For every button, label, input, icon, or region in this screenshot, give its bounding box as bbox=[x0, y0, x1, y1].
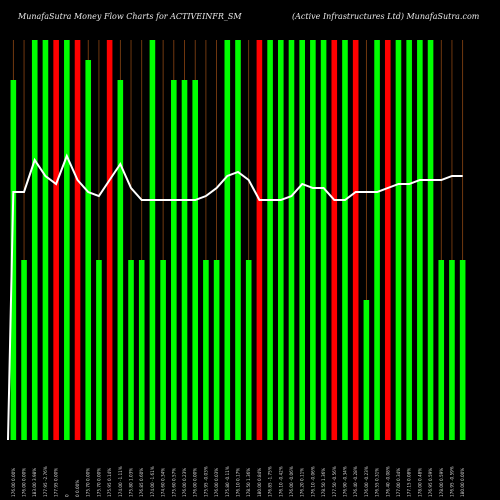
volume-bar bbox=[427, 40, 434, 440]
volume-bar bbox=[10, 80, 17, 440]
chart-subtitle: (Active Infrastructures Ltd) MunafaSutra… bbox=[292, 12, 480, 21]
volume-bar bbox=[160, 260, 166, 440]
volume-bar bbox=[138, 260, 145, 440]
x-tick-label: 176.00 0.00% bbox=[22, 468, 27, 497]
x-tick-label: 175.80 -0.11% bbox=[225, 466, 230, 497]
volume-bar bbox=[267, 40, 273, 440]
bar-layer bbox=[10, 40, 466, 440]
volume-bar bbox=[245, 260, 252, 440]
volume-bar bbox=[288, 40, 295, 440]
volume-bar bbox=[181, 80, 188, 440]
chart-title: MunafaSutra Money Flow Charts for ACTIVE… bbox=[18, 12, 242, 21]
volume-bar bbox=[331, 40, 338, 440]
volume-bar bbox=[53, 40, 59, 440]
x-tick-label: 176.40 -0.28% bbox=[353, 466, 358, 497]
x-tick-label: 175.70 0.00% bbox=[96, 468, 101, 497]
x-tick-label: 0 bbox=[64, 494, 69, 497]
x-tick-label: 176.10 -0.42% bbox=[278, 466, 283, 497]
volume-bar bbox=[224, 40, 231, 440]
x-tick-label: 178.50 1.36% bbox=[246, 468, 251, 497]
volume-bar bbox=[203, 260, 209, 440]
volume-bar bbox=[85, 60, 92, 440]
volume-bar bbox=[64, 40, 70, 440]
x-tick-label: 176.00 0.00% bbox=[11, 468, 16, 497]
x-tick-label: 180.00 0.00% bbox=[460, 468, 465, 497]
x-tick-label: 176.40 -0.08% bbox=[385, 466, 390, 497]
x-tick-label: 176.85 0.60% bbox=[139, 468, 144, 497]
x-tick-label: 176.00 -0.06% bbox=[289, 466, 294, 497]
volume-bar bbox=[31, 40, 38, 440]
volume-bar bbox=[74, 40, 81, 440]
volume-bar bbox=[449, 260, 455, 440]
x-tick-label: 178.50 1.36% bbox=[321, 468, 326, 497]
x-tick-label: 176.10 -0.06% bbox=[310, 466, 315, 497]
x-tick-label: 176.10 0.17% bbox=[236, 468, 241, 497]
x-tick-label: 176.95 0.59% bbox=[428, 468, 433, 497]
x-tick-label: 175.70 0.00% bbox=[86, 468, 91, 497]
x-tick-label: 176.00 -0.23% bbox=[364, 466, 369, 497]
x-tick-label: 178.00 0.59% bbox=[439, 468, 444, 497]
x-tick-label: 175.80 1.03% bbox=[129, 468, 134, 497]
x-tick-label: 177.95 -2.76% bbox=[43, 466, 48, 497]
x-tick-label: 175.95 -0.03% bbox=[203, 466, 208, 497]
x-tick-label: 175.95 0.14% bbox=[107, 468, 112, 497]
volume-bar bbox=[128, 260, 134, 440]
x-tick-label: 180.00 0.84% bbox=[257, 468, 262, 497]
volume-bar bbox=[438, 260, 445, 440]
volume-bar bbox=[395, 40, 402, 440]
volume-bar bbox=[310, 40, 316, 440]
volume-bar bbox=[384, 40, 391, 440]
x-tick-label: 176.90 -0.34% bbox=[342, 466, 347, 497]
x-tick-label: 183.00 3.98% bbox=[32, 468, 37, 497]
volume-bar bbox=[213, 260, 220, 440]
x-tick-label: 177.15 0.08% bbox=[407, 468, 412, 497]
volume-bar bbox=[235, 40, 241, 440]
x-tick-label: 176.00 0.03% bbox=[214, 468, 219, 497]
x-tick-label: 176.55 0.31% bbox=[375, 468, 380, 497]
volume-bar bbox=[117, 80, 124, 440]
x-tick-label: 176.00 0.00% bbox=[193, 468, 198, 497]
volume-bar bbox=[106, 40, 113, 440]
x-tick-label: 177.50 -0.56% bbox=[332, 466, 337, 497]
x-tick-label: 176.85 -1.75% bbox=[268, 466, 273, 497]
x-tick-label: 177.00 0.34% bbox=[396, 468, 401, 497]
x-tick-label: 176.20 0.11% bbox=[300, 468, 305, 497]
volume-bar bbox=[277, 40, 284, 440]
volume-bar bbox=[149, 40, 156, 440]
volume-bar bbox=[417, 40, 423, 440]
x-tick-label: 174.00 -1.61% bbox=[150, 466, 155, 497]
x-tick-label: 178.00 0.48% bbox=[417, 468, 422, 497]
x-tick-label: 177.95 0.00% bbox=[54, 468, 59, 497]
x-tick-label: 176.00 0.23% bbox=[182, 468, 187, 497]
x-tick-label: 174.00 -1.11% bbox=[118, 466, 123, 497]
x-tick-labels: 176.00 0.00% 176.00 0.00% 183.00 3.98% 177.… bbox=[11, 466, 465, 497]
volume-bar bbox=[192, 80, 199, 440]
volume-bar bbox=[96, 260, 102, 440]
volume-bar bbox=[256, 40, 263, 440]
volume-bar bbox=[363, 300, 370, 440]
volume-bar bbox=[171, 80, 177, 440]
money-flow-line bbox=[7, 153, 463, 441]
volume-bar bbox=[406, 40, 412, 440]
volume-bar bbox=[21, 260, 27, 440]
volume-bar bbox=[342, 40, 348, 440]
x-tick-label: 0 0.00% bbox=[75, 480, 80, 497]
volume-bar bbox=[42, 40, 49, 440]
x-tick-label: 176.95 -0.59% bbox=[449, 466, 454, 497]
volume-bar bbox=[352, 40, 359, 440]
volume-bar bbox=[374, 40, 380, 440]
volume-bar bbox=[320, 40, 327, 440]
x-tick-label: 174.60 0.34% bbox=[161, 468, 166, 497]
x-tick-label: 175.60 0.57% bbox=[171, 468, 176, 497]
volume-bar bbox=[299, 40, 305, 440]
volume-bar bbox=[459, 260, 466, 440]
